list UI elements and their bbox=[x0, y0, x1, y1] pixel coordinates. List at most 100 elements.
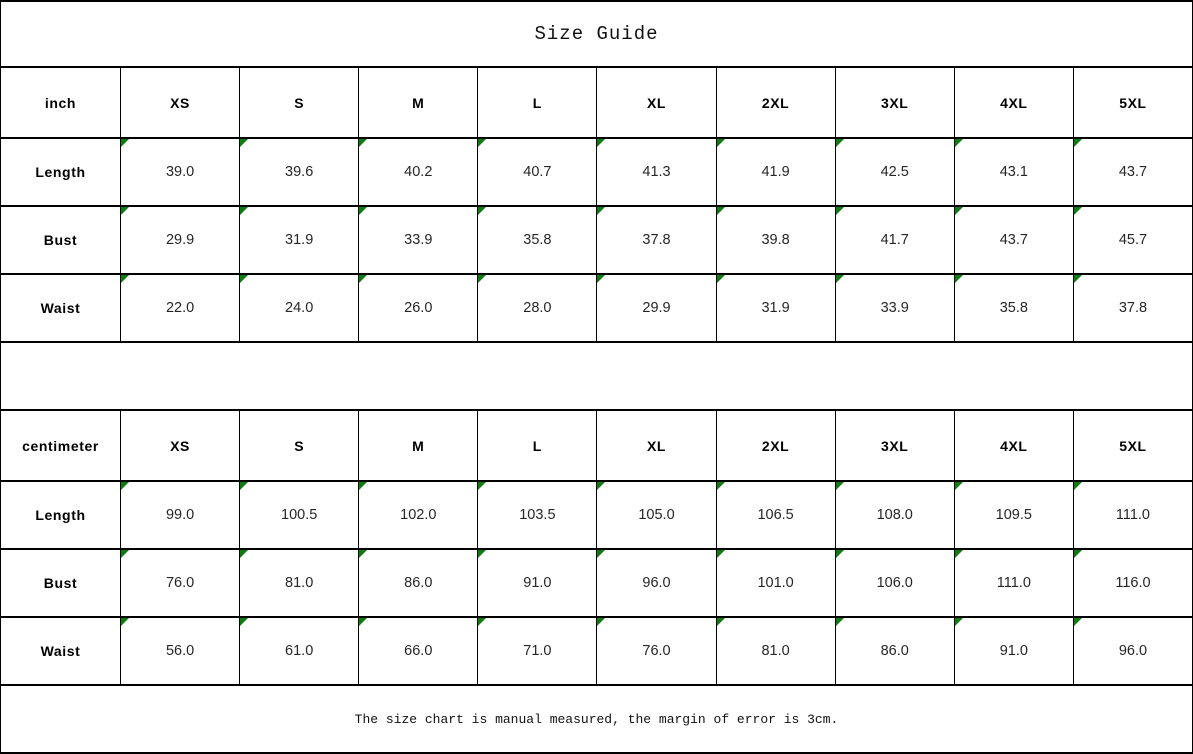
cm-waist-row: Waist 56.0 61.0 66.0 71.0 76.0 81.0 86.0… bbox=[0, 616, 1193, 686]
size-value-cell: 45.7 bbox=[1072, 205, 1193, 275]
corner-marker-icon bbox=[1074, 140, 1082, 147]
corner-marker-icon bbox=[478, 619, 487, 626]
corner-marker-icon bbox=[597, 208, 606, 215]
corner-marker-icon bbox=[478, 276, 487, 283]
corner-marker-icon bbox=[597, 551, 606, 558]
size-value: 103.5 bbox=[519, 507, 556, 523]
corner-marker-icon bbox=[597, 619, 606, 626]
size-value-cell: 106.0 bbox=[834, 548, 955, 618]
size-value-cell: 106.5 bbox=[715, 480, 836, 550]
col-header-5xl: 5XL bbox=[1072, 409, 1193, 482]
size-value: 26.0 bbox=[404, 300, 433, 316]
corner-marker-icon bbox=[240, 208, 249, 215]
size-value-cell: 40.7 bbox=[477, 137, 598, 207]
corner-marker-icon bbox=[121, 208, 129, 215]
corner-marker-icon bbox=[955, 140, 963, 147]
corner-marker-icon bbox=[717, 483, 725, 490]
size-value: 39.0 bbox=[165, 164, 195, 180]
corner-marker-icon bbox=[836, 140, 844, 147]
corner-marker-icon bbox=[359, 276, 368, 283]
corner-marker-icon bbox=[1074, 619, 1082, 626]
size-value: 86.0 bbox=[880, 643, 909, 659]
size-value-cell: 103.5 bbox=[477, 480, 598, 550]
size-value: 66.0 bbox=[404, 643, 433, 659]
corner-marker-icon bbox=[359, 483, 368, 490]
unit-header-centimeter: centimeter bbox=[0, 409, 121, 482]
cm-bust-row: Bust 76.0 81.0 86.0 91.0 96.0 101.0 106.… bbox=[0, 548, 1193, 618]
size-value-cell: 33.9 bbox=[358, 205, 479, 275]
size-value: 43.7 bbox=[999, 232, 1028, 248]
inch-length-row: Length 39.0 39.6 40.2 40.7 41.3 41.9 42.… bbox=[0, 137, 1193, 207]
size-value: 24.0 bbox=[285, 300, 314, 316]
size-value-cell: 61.0 bbox=[239, 616, 360, 686]
size-value-cell: 43.7 bbox=[953, 205, 1074, 275]
corner-marker-icon bbox=[955, 619, 963, 626]
footnote-row: The size chart is manual measured, the m… bbox=[0, 684, 1193, 754]
size-value: 35.8 bbox=[999, 300, 1028, 316]
col-header-m: M bbox=[358, 409, 479, 482]
size-value: 45.7 bbox=[1118, 232, 1148, 248]
size-value-cell: 96.0 bbox=[596, 548, 717, 618]
col-header-xs: XS bbox=[119, 409, 241, 482]
corner-marker-icon bbox=[240, 140, 249, 147]
size-value-cell: 76.0 bbox=[596, 616, 717, 686]
size-value-cell: 29.9 bbox=[119, 205, 241, 275]
corner-marker-icon bbox=[955, 208, 963, 215]
corner-marker-icon bbox=[955, 276, 963, 283]
corner-marker-icon bbox=[955, 483, 963, 490]
size-value-cell: 86.0 bbox=[358, 548, 479, 618]
cm-length-row: Length 99.0 100.5 102.0 103.5 105.0 106.… bbox=[0, 480, 1193, 550]
size-value: 37.8 bbox=[642, 232, 671, 248]
size-value: 101.0 bbox=[757, 575, 794, 591]
size-value: 106.5 bbox=[757, 507, 794, 523]
corner-marker-icon bbox=[836, 208, 844, 215]
size-value: 33.9 bbox=[404, 232, 433, 248]
corner-marker-icon bbox=[359, 140, 368, 147]
corner-marker-icon bbox=[359, 619, 368, 626]
size-value-cell: 102.0 bbox=[358, 480, 479, 550]
corner-marker-icon bbox=[478, 208, 487, 215]
spacer-cell bbox=[0, 341, 1193, 411]
size-value-cell: 108.0 bbox=[834, 480, 955, 550]
size-value-cell: 56.0 bbox=[119, 616, 241, 686]
col-header-xl: XL bbox=[596, 66, 717, 139]
size-value-cell: 71.0 bbox=[477, 616, 598, 686]
size-value-cell: 22.0 bbox=[119, 273, 241, 343]
size-value-cell: 86.0 bbox=[834, 616, 955, 686]
size-value-cell: 81.0 bbox=[239, 548, 360, 618]
size-value: 39.6 bbox=[285, 164, 314, 180]
size-value: 29.9 bbox=[642, 300, 671, 316]
size-value-cell: 100.5 bbox=[239, 480, 360, 550]
size-value: 31.9 bbox=[761, 300, 790, 316]
size-value: 29.9 bbox=[165, 232, 195, 248]
row-label-waist: Waist bbox=[0, 616, 121, 686]
size-value: 81.0 bbox=[285, 575, 314, 591]
corner-marker-icon bbox=[597, 483, 606, 490]
corner-marker-icon bbox=[717, 551, 725, 558]
size-value: 40.2 bbox=[404, 164, 433, 180]
corner-marker-icon bbox=[240, 483, 249, 490]
size-value: 91.0 bbox=[523, 575, 552, 591]
size-value: 42.5 bbox=[880, 164, 909, 180]
size-value-cell: 31.9 bbox=[239, 205, 360, 275]
size-value: 28.0 bbox=[523, 300, 552, 316]
size-value: 35.8 bbox=[523, 232, 552, 248]
corner-marker-icon bbox=[597, 140, 606, 147]
size-value-cell: 42.5 bbox=[834, 137, 955, 207]
corner-marker-icon bbox=[121, 551, 129, 558]
size-value-cell: 28.0 bbox=[477, 273, 598, 343]
corner-marker-icon bbox=[597, 276, 606, 283]
corner-marker-icon bbox=[1074, 276, 1082, 283]
size-value: 43.1 bbox=[999, 164, 1028, 180]
row-label-waist: Waist bbox=[0, 273, 121, 343]
size-value: 41.9 bbox=[761, 164, 790, 180]
size-value: 102.0 bbox=[400, 507, 437, 523]
size-value-cell: 43.7 bbox=[1072, 137, 1193, 207]
size-value-cell: 31.9 bbox=[715, 273, 836, 343]
inch-bust-row: Bust 29.9 31.9 33.9 35.8 37.8 39.8 41.7 … bbox=[0, 205, 1193, 275]
col-header-5xl: 5XL bbox=[1072, 66, 1193, 139]
size-value-cell: 43.1 bbox=[953, 137, 1074, 207]
corner-marker-icon bbox=[121, 619, 129, 626]
size-value: 37.8 bbox=[1118, 300, 1148, 316]
corner-marker-icon bbox=[1074, 551, 1082, 558]
